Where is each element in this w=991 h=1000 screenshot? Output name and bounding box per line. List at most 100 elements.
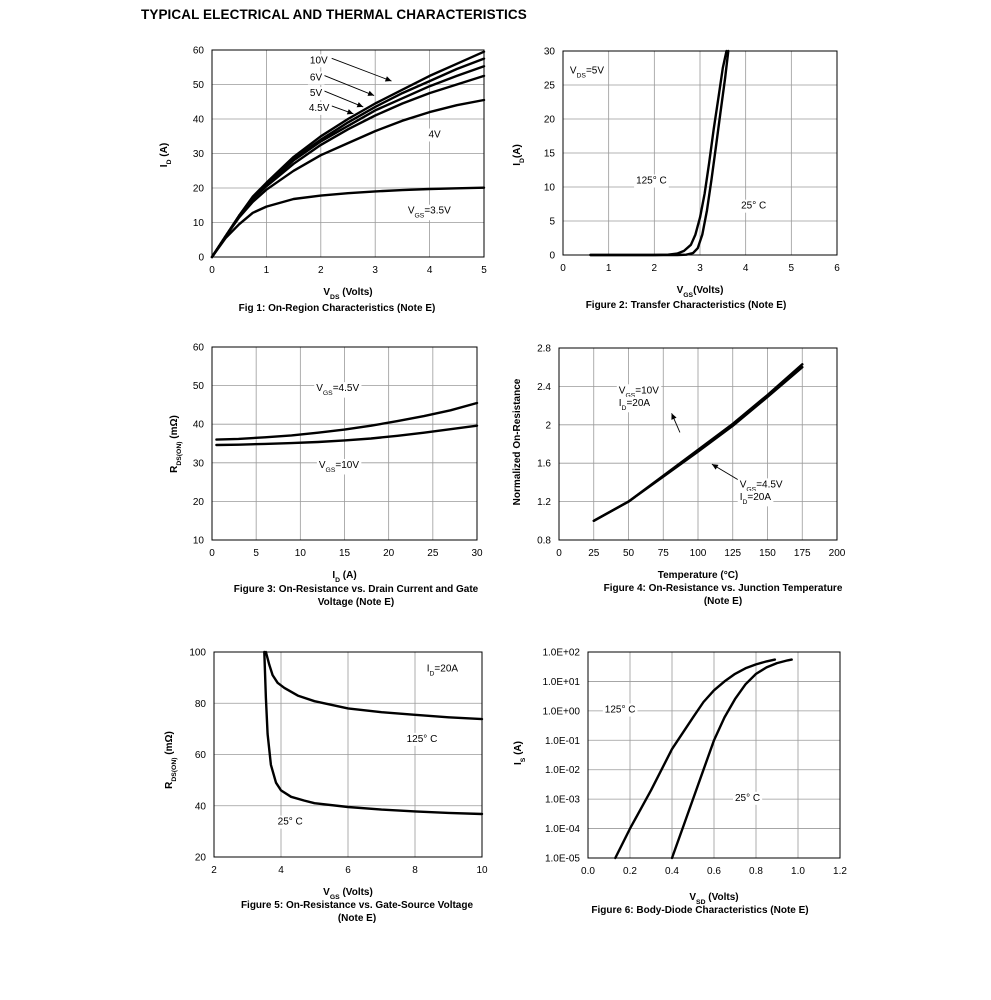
x-axis-title: VSD (Volts) [689, 892, 738, 906]
annotation-label: VDS=5V [570, 65, 605, 79]
fig1-series-line-3 [210, 74, 486, 259]
annotation-label: VGS=4.5V [740, 479, 783, 493]
x-tick-label: 2 [318, 265, 324, 276]
annotation-label: 4.5V [309, 103, 330, 114]
annotation-leader-line [323, 74, 375, 96]
annotation-arrowhead [711, 464, 719, 470]
x-tick-label: 125 [724, 548, 741, 559]
y-tick-label: 1.0E+00 [542, 706, 580, 717]
annotation-label-bg [306, 101, 332, 115]
fig1-series-line-0 [210, 50, 486, 259]
annotation-label: 6V [310, 73, 323, 84]
x-tick-label: 1.0 [791, 866, 805, 877]
figure-caption: Fig 1: On-Region Characteristics (Note E… [239, 303, 436, 314]
fig1-chart: 0 1 2 3 4 5010203040506010V6V5V4.5V4VVGS=3.5V… [159, 46, 487, 315]
y-tick-label: 30 [544, 47, 556, 58]
y-tick-label: 1.0E+02 [542, 648, 580, 659]
annotation-label-bg [616, 396, 653, 413]
annotation-label-bg [739, 199, 769, 213]
annotation-label-bg [307, 71, 325, 85]
figure-caption: Figure 6: Body-Diode Characteristics (No… [591, 905, 808, 916]
fig5-series-line-0 [264, 650, 484, 721]
fig3-series-line-1 [215, 424, 479, 447]
y-axis-title: ID (A) [159, 143, 173, 167]
x-tick-label: 75 [658, 548, 670, 559]
annotation-label: 125° C [636, 176, 667, 187]
annotation-label: 125° C [407, 734, 438, 745]
annotation-label-bg [405, 204, 454, 221]
y-tick-label: 40 [193, 115, 205, 126]
y-tick-label: 1.0E-01 [545, 736, 580, 747]
x-tick-label: 0 [209, 265, 215, 276]
annotation-label-bg [737, 490, 774, 507]
annotation-label-bg [567, 64, 607, 80]
x-axis-title: Temperature (°C) [658, 570, 739, 581]
annotation-leader-line [331, 57, 392, 82]
fig3-chart: 0 5 10 15 20 25 30 10 20 30 40 50 60 VGS=4.5V VGS=10V I… [169, 343, 483, 609]
annotation-label-bg [737, 478, 785, 494]
y-axis-title: Normalized On-Resistance [512, 378, 523, 505]
x-tick-label: 0.8 [749, 866, 763, 877]
y-tick-label: 40 [195, 801, 207, 812]
annotation-arrowhead [367, 90, 375, 96]
x-tick-label: 1 [606, 263, 612, 274]
y-axis-title: RDS(ON) (mΩ) [164, 731, 178, 789]
fig4-chart: 0 25 50 75 100 125 150 175 200 0.8 1.2 1.6 2 2.4 2.8 VG… [512, 344, 846, 608]
y-tick-label: 10 [544, 183, 556, 194]
annotation-label: 4V [429, 129, 442, 140]
y-tick-label: 25 [544, 81, 556, 92]
x-tick-label: 0.4 [665, 866, 679, 877]
annotation-label: ID=20A [427, 663, 459, 677]
y-axis-title: IS (A) [513, 741, 527, 765]
x-tick-label: 4 [743, 263, 749, 274]
annotation-label: 5V [310, 88, 323, 99]
annotation-label-bg [307, 54, 331, 68]
y-tick-label: 15 [544, 149, 556, 160]
fig2-series-line-1 [589, 49, 730, 257]
y-tick-label: 1.0E-05 [545, 854, 580, 865]
x-tick-label: 6 [834, 263, 840, 274]
y-tick-label: 1.0E-03 [545, 795, 580, 806]
y-tick-label: 1.6 [537, 459, 551, 470]
x-tick-label: 0 [556, 548, 562, 559]
plot-frame [562, 50, 838, 256]
annotation-label: VGS=3.5V [408, 206, 451, 220]
figure-caption: Voltage (Note E) [318, 597, 394, 608]
x-tick-label: 8 [412, 865, 418, 876]
annotation-label-bg [316, 458, 362, 475]
annotation-arrowhead [671, 413, 677, 420]
y-tick-label: 1.0E+01 [542, 677, 580, 688]
annotation-label: 10V [310, 55, 328, 66]
fig6-chart: 0.0 0.2 0.4 0.6 0.8 1.0 1.2 1.0E-05 1.0E-04 1.0E-… [513, 648, 847, 917]
x-tick-label: 4 [427, 265, 433, 276]
y-tick-label: 80 [195, 699, 207, 710]
y-tick-label: 1.0E-04 [545, 824, 580, 835]
fig5-chart: 2 4 6 8 10 20 40 60 80 100 ID=20A 125° C 25° C VGS (V… [164, 648, 488, 925]
y-axis-title: ID(A) [512, 144, 526, 166]
x-tick-label: 2 [652, 263, 658, 274]
x-tick-label: 10 [476, 865, 488, 876]
annotation-label: ID=20A [740, 492, 772, 506]
annotation-label-bg [426, 128, 444, 142]
annotation-label: VGS=10V [619, 385, 659, 399]
annotation-label-bg [733, 791, 763, 805]
fig1-series-line-4 [210, 98, 486, 259]
y-tick-label: 30 [193, 149, 205, 160]
y-tick-label: 1.0E-02 [545, 765, 580, 776]
y-axis-title: RDS(ON) (mΩ) [169, 415, 183, 473]
x-tick-label: 0.2 [623, 866, 637, 877]
fig6-series-line-0 [614, 658, 777, 860]
y-tick-label: 20 [195, 853, 207, 864]
x-tick-label: 10 [295, 548, 307, 559]
y-tick-label: 50 [193, 80, 205, 91]
x-axis-title: VGS(Volts) [677, 285, 724, 299]
y-tick-label: 100 [189, 648, 206, 659]
annotation-label: ID=20A [619, 398, 651, 412]
annotation-label: 25° C [741, 201, 766, 212]
y-tick-label: 50 [193, 381, 205, 392]
x-tick-label: 4 [278, 865, 284, 876]
annotation-label: 25° C [278, 817, 303, 828]
y-tick-label: 5 [549, 217, 555, 228]
annotation-label: VGS=4.5V [316, 383, 359, 397]
y-tick-label: 20 [193, 184, 205, 195]
